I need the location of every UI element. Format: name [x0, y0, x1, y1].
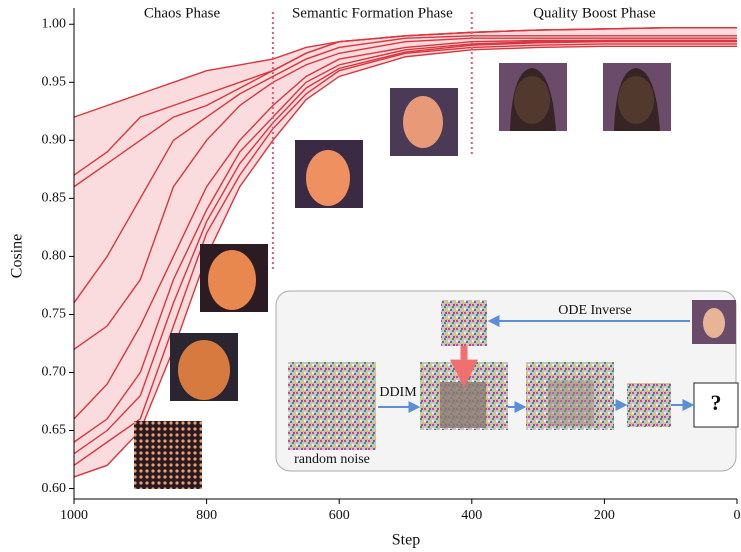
phase-label: Semantic Formation Phase	[292, 5, 453, 21]
face-shape	[208, 250, 256, 310]
x-tick-label: 600	[329, 508, 350, 523]
face-shape	[178, 340, 230, 400]
y-tick-label: 0.60	[42, 481, 67, 496]
phase-label: Chaos Phase	[144, 5, 221, 21]
face-image	[134, 421, 202, 489]
noise-image	[627, 383, 671, 427]
y-tick-label: 1.00	[42, 16, 67, 31]
y-tick-label: 0.75	[42, 307, 67, 322]
page: ODE Inverse DDIM random noise ? Step Cos…	[0, 0, 741, 552]
face-shape	[306, 150, 350, 206]
inset-label: random noise	[294, 452, 370, 467]
face-image	[440, 382, 486, 428]
phase-label: Quality Boost Phase	[533, 5, 656, 21]
x-axis-label: Step	[392, 532, 420, 549]
face-shape	[403, 96, 443, 148]
y-tick-label: 0.80	[42, 249, 67, 264]
y-tick-label: 0.95	[42, 75, 67, 90]
x-tick-label: 0	[734, 508, 741, 523]
face-image	[548, 380, 594, 426]
x-tick-label: 1000	[60, 508, 88, 523]
noise-image	[288, 362, 376, 450]
noise-image	[441, 300, 487, 346]
y-tick-label: 0.85	[42, 191, 67, 206]
chart: ODE Inverse DDIM random noise ? Step Cos…	[0, 0, 741, 552]
x-tick-label: 800	[196, 508, 217, 523]
x-tick-label: 400	[461, 508, 482, 523]
x-tick-label: 200	[594, 508, 615, 523]
face-shape	[703, 308, 725, 338]
inset-label: ODE Inverse	[558, 303, 631, 318]
inset-label: DDIM	[379, 385, 417, 400]
inset: ODE Inverse DDIM random noise ?	[276, 291, 738, 471]
y-tick-label: 0.65	[42, 423, 67, 438]
y-axis-label: Cosine	[9, 234, 26, 278]
unknown-mark: ?	[711, 390, 722, 415]
y-tick-label: 0.90	[42, 133, 67, 148]
y-tick-label: 0.70	[42, 365, 67, 380]
